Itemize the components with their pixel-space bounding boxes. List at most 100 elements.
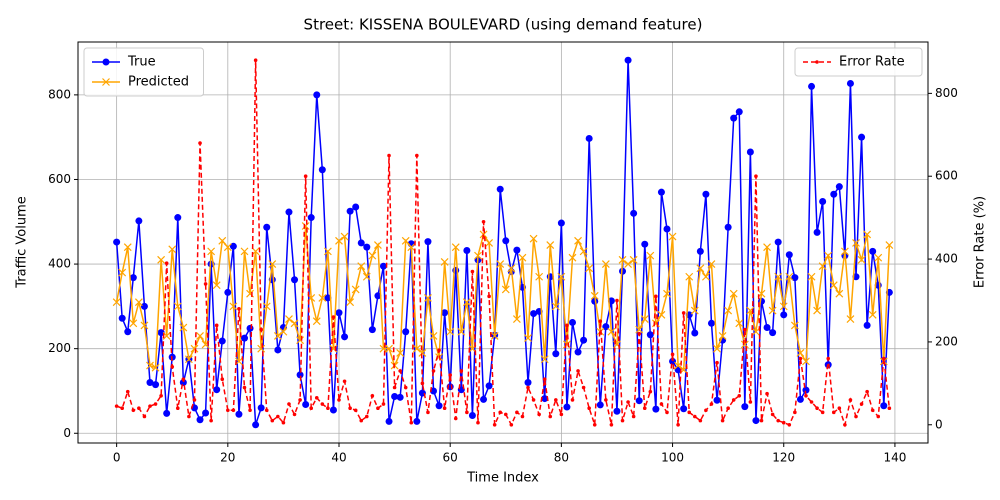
marker — [787, 422, 792, 427]
marker — [342, 379, 347, 384]
marker — [501, 285, 510, 294]
marker — [298, 398, 302, 402]
marker — [118, 268, 127, 277]
marker — [173, 302, 182, 311]
marker — [592, 422, 597, 427]
marker — [565, 323, 569, 328]
marker — [598, 319, 603, 324]
marker — [351, 285, 360, 294]
x-axis-label: Time Index — [466, 471, 539, 486]
marker — [698, 418, 703, 423]
marker — [451, 243, 460, 252]
marker — [212, 281, 221, 290]
marker — [502, 237, 510, 245]
chart-title: Street: KISSENA BOULEVARD (using demand … — [304, 16, 703, 34]
marker — [696, 247, 704, 255]
marker — [363, 243, 371, 251]
marker — [752, 417, 760, 425]
marker — [142, 414, 147, 419]
marker — [880, 402, 888, 410]
marker — [590, 291, 599, 300]
marker — [865, 389, 869, 394]
marker — [357, 262, 366, 271]
marker — [626, 400, 630, 404]
marker — [542, 377, 547, 382]
series-line — [115, 225, 891, 372]
marker — [852, 238, 860, 247]
marker — [715, 360, 719, 365]
marker — [696, 264, 705, 273]
marker — [179, 379, 187, 387]
marker — [257, 344, 266, 353]
marker — [198, 141, 202, 145]
marker — [268, 260, 277, 268]
marker — [207, 247, 216, 256]
marker — [513, 246, 521, 254]
marker — [635, 325, 644, 334]
marker — [179, 323, 188, 332]
marker — [134, 298, 143, 307]
y-tick-label: 800 — [48, 87, 71, 101]
marker — [364, 414, 369, 419]
marker — [824, 251, 833, 260]
marker — [746, 148, 754, 156]
marker — [279, 327, 288, 336]
marker — [763, 324, 771, 332]
marker — [302, 401, 310, 409]
marker — [112, 298, 121, 307]
marker — [490, 332, 499, 340]
marker — [184, 355, 193, 364]
marker — [631, 414, 636, 419]
marker — [529, 234, 538, 243]
marker — [465, 410, 469, 415]
marker — [729, 289, 738, 298]
marker — [148, 404, 152, 408]
marker — [754, 174, 758, 179]
y2-tick-label: 800 — [935, 86, 958, 100]
marker — [123, 243, 132, 252]
marker — [274, 346, 282, 354]
x-tick-label: 80 — [554, 451, 569, 465]
marker — [657, 310, 666, 319]
marker — [370, 393, 375, 398]
marker — [229, 242, 237, 250]
marker — [170, 364, 175, 369]
marker — [335, 309, 343, 317]
marker — [863, 230, 872, 239]
marker — [724, 306, 733, 315]
marker — [630, 209, 638, 217]
legend-box — [83, 47, 204, 97]
marker — [531, 398, 536, 402]
marker — [713, 344, 721, 353]
marker — [424, 238, 432, 246]
marker — [137, 406, 141, 411]
legend: True Predicted — [83, 47, 204, 97]
marker — [480, 395, 488, 403]
marker — [707, 260, 716, 268]
marker — [635, 397, 643, 405]
marker — [485, 382, 493, 390]
marker — [702, 190, 710, 198]
marker — [415, 153, 419, 158]
marker — [196, 416, 204, 424]
marker — [281, 420, 286, 425]
marker — [831, 410, 836, 415]
marker — [264, 408, 269, 413]
marker — [459, 369, 464, 373]
marker — [774, 272, 783, 281]
marker — [285, 208, 293, 216]
marker — [259, 327, 263, 332]
marker — [379, 262, 387, 270]
marker — [574, 236, 582, 245]
marker — [113, 238, 121, 246]
marker — [157, 255, 166, 264]
marker — [835, 289, 844, 298]
marker — [568, 318, 576, 326]
marker — [830, 190, 838, 198]
marker — [669, 357, 677, 365]
marker — [192, 398, 197, 402]
marker — [730, 114, 738, 122]
marker — [346, 298, 355, 307]
marker — [224, 288, 232, 296]
